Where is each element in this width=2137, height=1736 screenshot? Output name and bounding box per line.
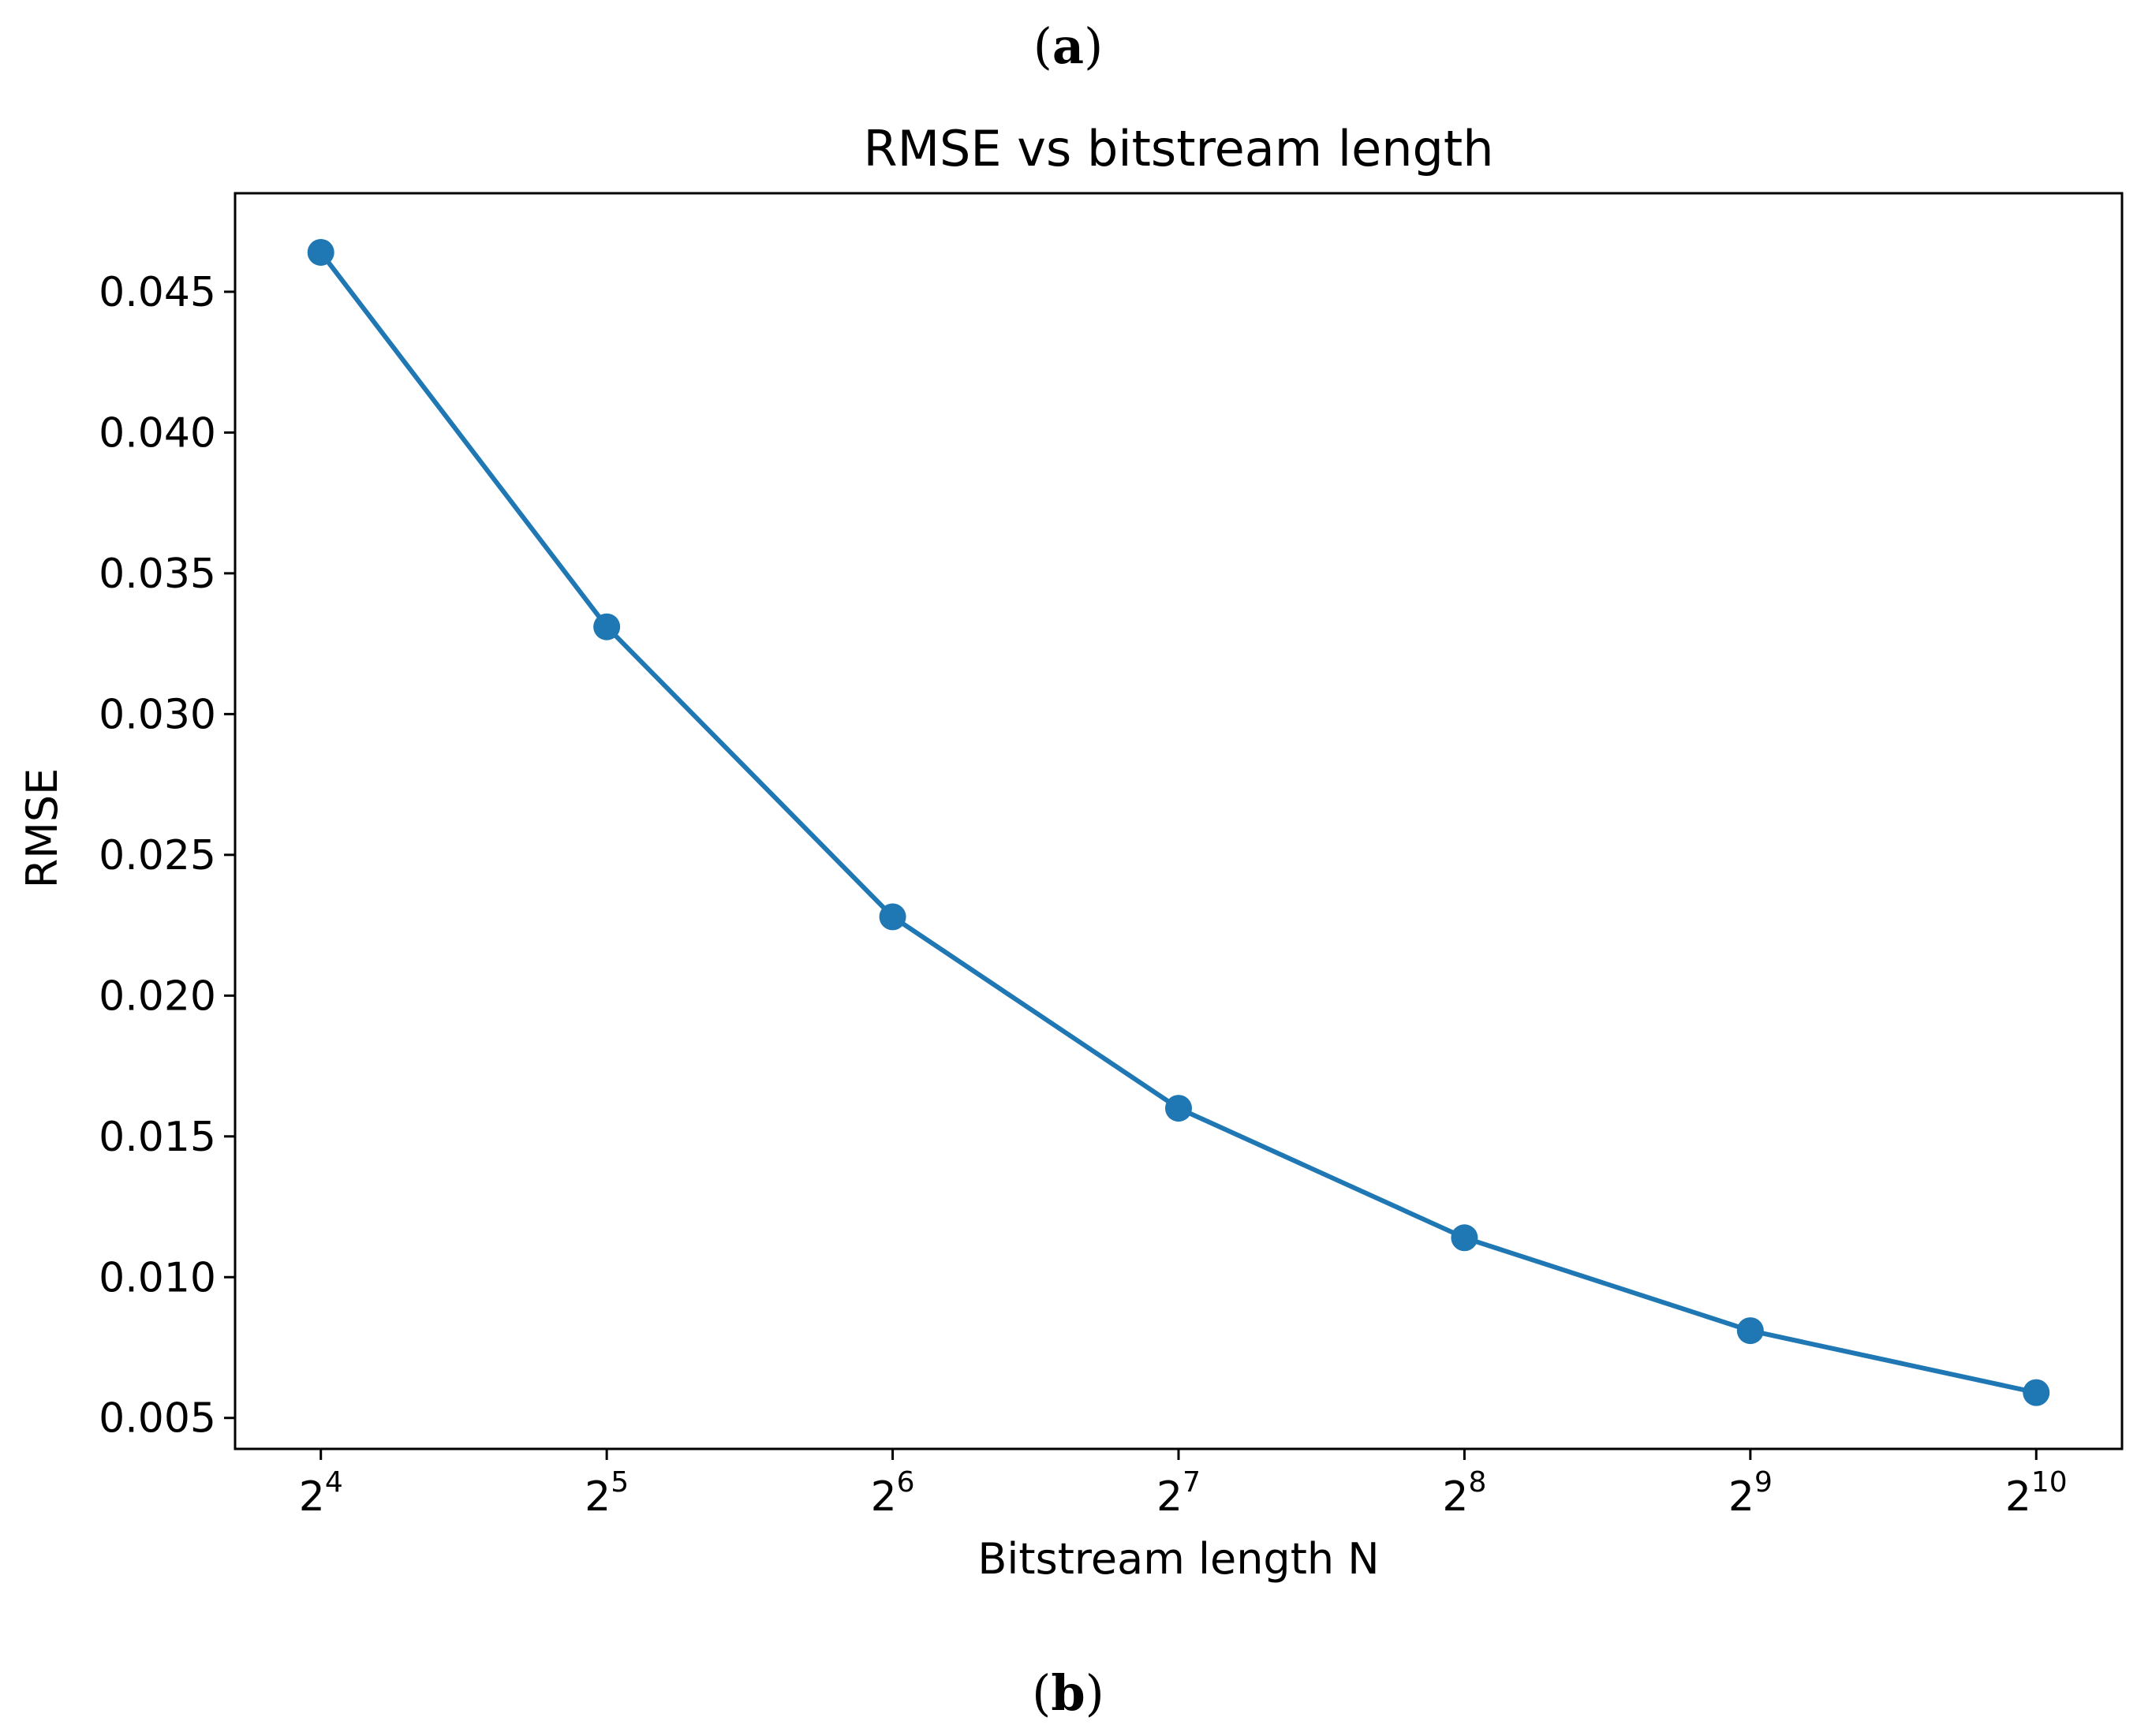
x-axis-ticks: 24 25 26 27 28 29 210 — [299, 1449, 2068, 1521]
y-tick-label: 0.020 — [99, 973, 216, 1020]
y-tick-label: 0.015 — [99, 1114, 216, 1161]
data-point — [879, 903, 906, 931]
y-tick-label: 0.045 — [99, 269, 216, 316]
plot-frame — [234, 192, 2124, 1450]
y-axis-ticks: 0.005 0.010 0.015 0.020 0.025 0.030 0.035 0.040… — [99, 269, 235, 1443]
x-axis-label: Bitstream length N — [977, 1534, 1379, 1584]
x-tick-label: 25 — [585, 1466, 629, 1521]
chart-title: RMSE vs bitstream length — [863, 120, 1493, 177]
x-tick-label: 210 — [2005, 1466, 2068, 1521]
figure-label-a: (a) — [1033, 17, 1104, 75]
data-point — [307, 238, 334, 266]
figure-label-b: (b) — [1032, 1664, 1104, 1722]
data-point — [1165, 1095, 1192, 1122]
x-tick-label: 28 — [1442, 1466, 1486, 1521]
data-point — [1736, 1317, 1764, 1345]
y-tick-label: 0.035 — [99, 551, 216, 598]
y-tick-label: 0.025 — [99, 832, 216, 879]
series-line — [319, 251, 2037, 1395]
y-tick-label: 0.005 — [99, 1395, 216, 1443]
data-point — [2023, 1379, 2050, 1406]
data-point — [593, 613, 621, 640]
y-tick-label: 0.010 — [99, 1254, 216, 1301]
x-tick-label: 26 — [871, 1466, 915, 1521]
y-axis-label: RMSE — [17, 768, 67, 889]
y-tick-label: 0.040 — [99, 409, 216, 457]
data-point — [1451, 1224, 1478, 1252]
x-tick-label: 27 — [1156, 1466, 1201, 1521]
x-tick-label: 29 — [1728, 1466, 1773, 1521]
y-tick-label: 0.030 — [99, 691, 216, 738]
x-tick-label: 24 — [299, 1466, 343, 1521]
series-layer — [307, 238, 2050, 1406]
